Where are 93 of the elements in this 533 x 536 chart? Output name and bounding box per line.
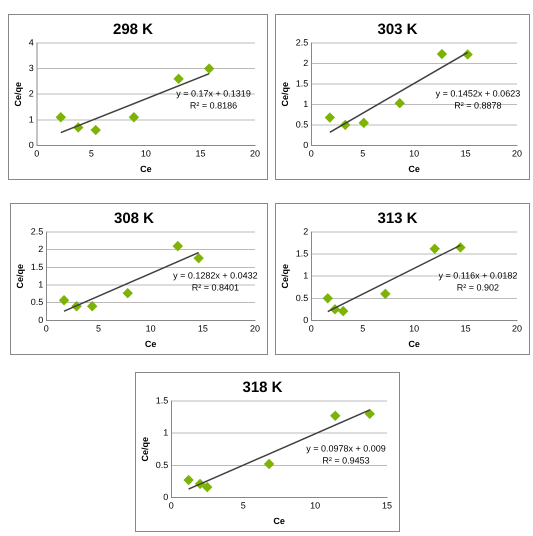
- y-tick-label: 2.5: [296, 37, 308, 48]
- annotation: y = 0.0978x + 0.009: [306, 444, 386, 454]
- chart-title: 308 K: [114, 210, 154, 228]
- y-tick-label: 2: [28, 88, 34, 99]
- x-tick-label: 20: [250, 323, 260, 334]
- x-tick-label: 15: [460, 148, 471, 158]
- point: [128, 112, 139, 122]
- point: [330, 410, 340, 421]
- chart-title: 313 K: [377, 210, 418, 228]
- y-tick-label: 0.5: [30, 297, 44, 308]
- x-axis-title: Ce: [144, 339, 156, 350]
- point: [338, 306, 348, 316]
- point: [56, 112, 66, 122]
- point: [87, 301, 98, 312]
- point: [204, 64, 214, 74]
- annotation: y = 0.1282x + 0.0432: [173, 270, 258, 281]
- annotation: R² = 0.8878: [454, 100, 502, 111]
- annotation: R² = 0.8186: [190, 100, 238, 111]
- y-tick-label: 1: [38, 280, 44, 290]
- x-tick-label: 5: [240, 500, 246, 510]
- x-tick-label: 5: [88, 148, 94, 158]
- annotation: R² = 0.902: [456, 282, 500, 293]
- point: [436, 49, 447, 60]
- x-tick-label: 10: [310, 500, 320, 510]
- point: [394, 98, 405, 108]
- y-tick-label: 1.5: [296, 248, 308, 259]
- x-tick-label: 15: [195, 148, 206, 158]
- annotation: y = 0.1452x + 0.0623: [436, 88, 520, 99]
- point: [59, 295, 70, 306]
- y-axis-title: Ce/qe: [280, 264, 290, 288]
- x-tick-label: 5: [360, 148, 366, 158]
- x-tick-label: 10: [409, 323, 420, 334]
- y-tick-label: 0: [303, 314, 308, 325]
- point: [194, 253, 204, 264]
- point: [322, 293, 333, 304]
- y-tick-label: 1: [28, 114, 34, 124]
- y-tick-label: 0.5: [296, 119, 308, 130]
- y-axis-title: Ce/qe: [140, 436, 150, 462]
- point: [172, 241, 183, 252]
- x-tick-label: 15: [198, 323, 208, 334]
- y-tick-label: 0.5: [296, 292, 308, 303]
- y-tick-label: 1.5: [296, 78, 308, 88]
- y-tick-label: 4: [28, 37, 34, 48]
- x-tick-label: 10: [146, 323, 156, 334]
- x-axis-title: Ce: [273, 516, 285, 526]
- x-tick-label: 20: [512, 148, 522, 158]
- x-tick-label: 10: [409, 148, 420, 158]
- point: [174, 74, 184, 84]
- annotation: y = 0.17x + 0.1319: [176, 88, 251, 99]
- point: [202, 482, 212, 492]
- y-tick-label: 1: [163, 428, 168, 438]
- x-axis-title: Ce: [140, 164, 152, 174]
- x-tick-label: 10: [140, 148, 151, 158]
- y-axis-title: Ce/qe: [12, 82, 23, 106]
- y-tick-label: 0.5: [156, 460, 168, 470]
- y-tick-label: 0: [163, 492, 168, 502]
- point: [122, 288, 133, 298]
- point: [380, 288, 390, 299]
- y-tick-label: 1: [303, 98, 308, 109]
- x-tick-label: 20: [250, 148, 260, 158]
- y-tick-label: 2: [38, 244, 44, 254]
- chart-title: 303 K: [377, 21, 418, 38]
- y-tick-label: 0: [303, 140, 308, 150]
- y-axis-title: Ce/qe: [14, 264, 25, 288]
- point: [364, 408, 375, 419]
- y-axis-title: Ce/qe: [280, 82, 290, 106]
- x-tick-label: 15: [382, 500, 392, 510]
- chart-title: 298 K: [112, 21, 154, 38]
- y-tick-label: 2: [303, 58, 308, 68]
- annotation: R² = 0.9453: [322, 456, 370, 466]
- y-tick-label: 2.5: [30, 226, 44, 236]
- y-tick-label: 0: [38, 314, 44, 325]
- point: [184, 475, 194, 486]
- x-tick-label: 15: [460, 323, 471, 334]
- x-tick-label: 5: [360, 323, 366, 334]
- y-tick-label: 1.5: [156, 395, 168, 406]
- y-tick-label: 0: [28, 140, 34, 150]
- point: [430, 244, 440, 254]
- x-axis-title: Ce: [408, 164, 420, 174]
- x-axis-title: Ce: [408, 339, 420, 350]
- annotation: y = 0.116x + 0.0182: [438, 270, 518, 281]
- y-tick-label: 1.5: [30, 262, 44, 272]
- x-tick-label: 5: [96, 323, 101, 334]
- annotation: R² = 0.8401: [192, 282, 239, 293]
- chart-title: 318 K: [242, 379, 283, 396]
- point: [264, 458, 274, 469]
- y-tick-label: 2: [303, 226, 308, 236]
- y-tick-label: 1: [303, 270, 308, 281]
- point: [324, 112, 335, 123]
- point: [358, 118, 369, 128]
- x-tick-label: 20: [512, 323, 522, 334]
- point: [90, 125, 101, 136]
- y-tick-label: 3: [28, 63, 34, 74]
